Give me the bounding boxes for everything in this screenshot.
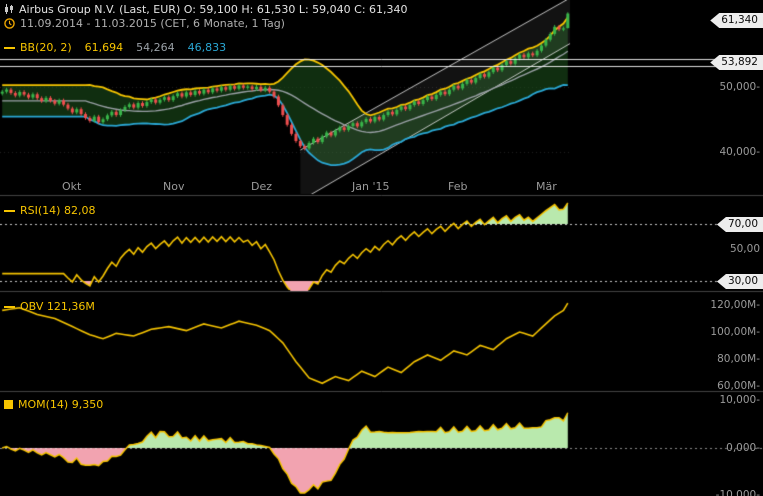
mom-axis-label-0: 0,000- bbox=[726, 442, 760, 454]
date-range-row: 11.09.2014 - 11.03.2015 (CET, 6 Monate, … bbox=[4, 17, 285, 30]
rsi-icon bbox=[4, 209, 15, 212]
bb-lower-value: 46,833 bbox=[187, 41, 227, 54]
clock-icon bbox=[4, 18, 15, 29]
mom-icon bbox=[4, 400, 13, 409]
month-label-jan15: Jan '15 bbox=[352, 180, 390, 193]
bb-upper-value: 61,694 bbox=[84, 41, 124, 54]
price-axis-label-40k: 40,000- bbox=[719, 146, 760, 158]
date-range: 11.09.2014 - 11.03.2015 (CET, 6 Monate, … bbox=[20, 17, 285, 30]
obv-icon bbox=[4, 305, 15, 308]
bb-mid-value: 54,264 bbox=[136, 41, 175, 54]
month-label-maer: Mär bbox=[536, 180, 557, 193]
level-price-tag: 53,892 bbox=[710, 55, 763, 70]
mom-legend-text: MOM(14) 9,350 bbox=[18, 398, 104, 411]
candlestick-icon bbox=[5, 4, 13, 14]
mom-axis-label-10k: 10,000- bbox=[719, 394, 760, 406]
instrument-title: Airbus Group N.V. (Last, EUR) O: 59,100 … bbox=[19, 3, 408, 16]
last-price-tag: 61,340 bbox=[710, 13, 763, 28]
obv-axis-label-60m: 60,00M- bbox=[717, 380, 760, 392]
obv-legend[interactable]: OBV 121,36M bbox=[4, 300, 95, 313]
rsi-legend[interactable]: RSI(14) 82,08 bbox=[4, 204, 95, 217]
price-axis-label-50k: 50,000- bbox=[719, 81, 760, 93]
obv-legend-text: OBV 121,36M bbox=[20, 300, 95, 313]
obv-axis-label-120m: 120,00M- bbox=[710, 299, 760, 311]
month-label-okt: Okt bbox=[62, 180, 82, 193]
rsi-legend-text: RSI(14) 82,08 bbox=[20, 204, 96, 217]
bb-legend[interactable]: BB(20, 2) 61,694 54,264 46,833 bbox=[4, 41, 226, 54]
instrument-header: Airbus Group N.V. (Last, EUR) O: 59,100 … bbox=[4, 3, 408, 16]
rsi-mid-level-label: 50,00 bbox=[729, 243, 760, 255]
mom-legend[interactable]: MOM(14) 9,350 bbox=[4, 398, 103, 411]
rsi-lower-level-tag: 30,00 bbox=[716, 274, 763, 289]
obv-axis-label-80m: 80,00M- bbox=[717, 353, 760, 365]
month-label-feb: Feb bbox=[448, 180, 468, 193]
bb-label: BB(20, 2) bbox=[20, 41, 72, 54]
bb-icon bbox=[4, 46, 15, 49]
obv-axis-label-100m: 100,00M- bbox=[710, 326, 760, 338]
rsi-upper-level-tag: 70,00 bbox=[716, 217, 763, 232]
mom-axis-label-neg10k: -10,000- bbox=[715, 489, 760, 496]
month-label-nov: Nov bbox=[163, 180, 185, 193]
month-label-dez: Dez bbox=[251, 180, 273, 193]
